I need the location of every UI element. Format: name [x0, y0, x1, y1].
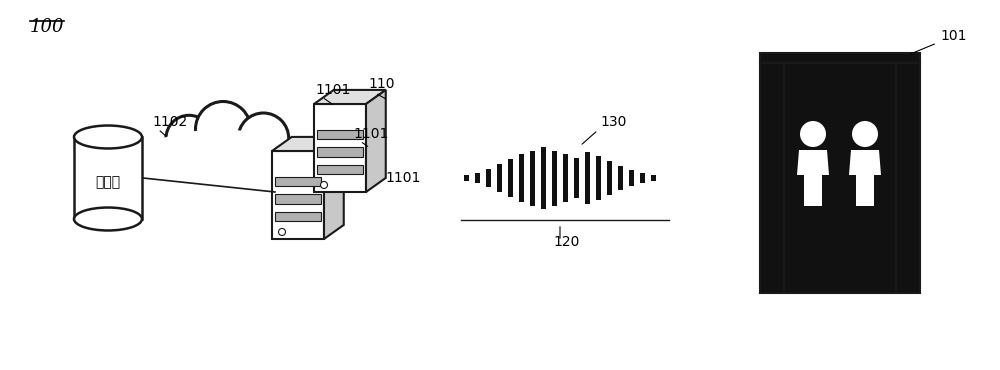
Bar [530, 151, 534, 205]
Bar [784, 63, 896, 293]
Bar [475, 173, 480, 183]
Polygon shape [314, 90, 386, 104]
Bar [314, 104, 366, 192]
Bar [640, 173, 644, 183]
Bar [486, 169, 491, 187]
Bar [618, 166, 622, 190]
Ellipse shape [112, 130, 329, 245]
Text: 120: 120 [553, 235, 579, 249]
Circle shape [800, 121, 826, 147]
Circle shape [279, 228, 286, 235]
Circle shape [215, 198, 256, 239]
Bar [272, 151, 324, 239]
Bar [650, 175, 656, 181]
Circle shape [136, 143, 186, 194]
Bar [275, 176, 321, 186]
Bar [584, 152, 590, 204]
Circle shape [171, 191, 213, 233]
Circle shape [852, 121, 878, 147]
Bar [464, 175, 469, 181]
Bar [497, 164, 502, 192]
Polygon shape [366, 90, 386, 192]
Circle shape [268, 143, 314, 189]
Bar [596, 156, 600, 200]
Circle shape [255, 186, 297, 228]
Circle shape [238, 113, 289, 164]
Bar [518, 154, 524, 202]
Bar [508, 159, 512, 197]
Bar [317, 147, 363, 157]
Text: 101: 101 [940, 29, 966, 43]
Text: 1102: 1102 [152, 115, 187, 129]
Polygon shape [849, 150, 881, 206]
Circle shape [166, 115, 212, 161]
Text: 100: 100 [30, 18, 65, 36]
Circle shape [321, 181, 328, 188]
Text: 130: 130 [600, 115, 626, 129]
Text: 1101: 1101 [353, 127, 388, 141]
Polygon shape [797, 150, 829, 206]
Bar [562, 154, 568, 202]
Bar [629, 170, 634, 186]
Polygon shape [272, 137, 344, 151]
Bar [760, 63, 784, 293]
Text: 110: 110 [368, 77, 395, 91]
Bar [896, 63, 920, 293]
Bar [606, 161, 612, 195]
Text: 1101: 1101 [315, 83, 350, 97]
Bar [540, 147, 546, 209]
Bar [275, 194, 321, 204]
Bar [317, 130, 363, 139]
Text: 1101: 1101 [385, 171, 420, 185]
Text: 数据库: 数据库 [95, 175, 121, 189]
Ellipse shape [74, 125, 142, 148]
Circle shape [137, 173, 179, 214]
Ellipse shape [74, 208, 142, 231]
Polygon shape [324, 137, 344, 239]
Bar [317, 165, 363, 174]
Bar [760, 53, 920, 63]
Bar [574, 158, 578, 198]
Bar [552, 151, 556, 205]
Circle shape [196, 101, 251, 157]
Bar [275, 212, 321, 221]
Bar [74, 137, 142, 219]
